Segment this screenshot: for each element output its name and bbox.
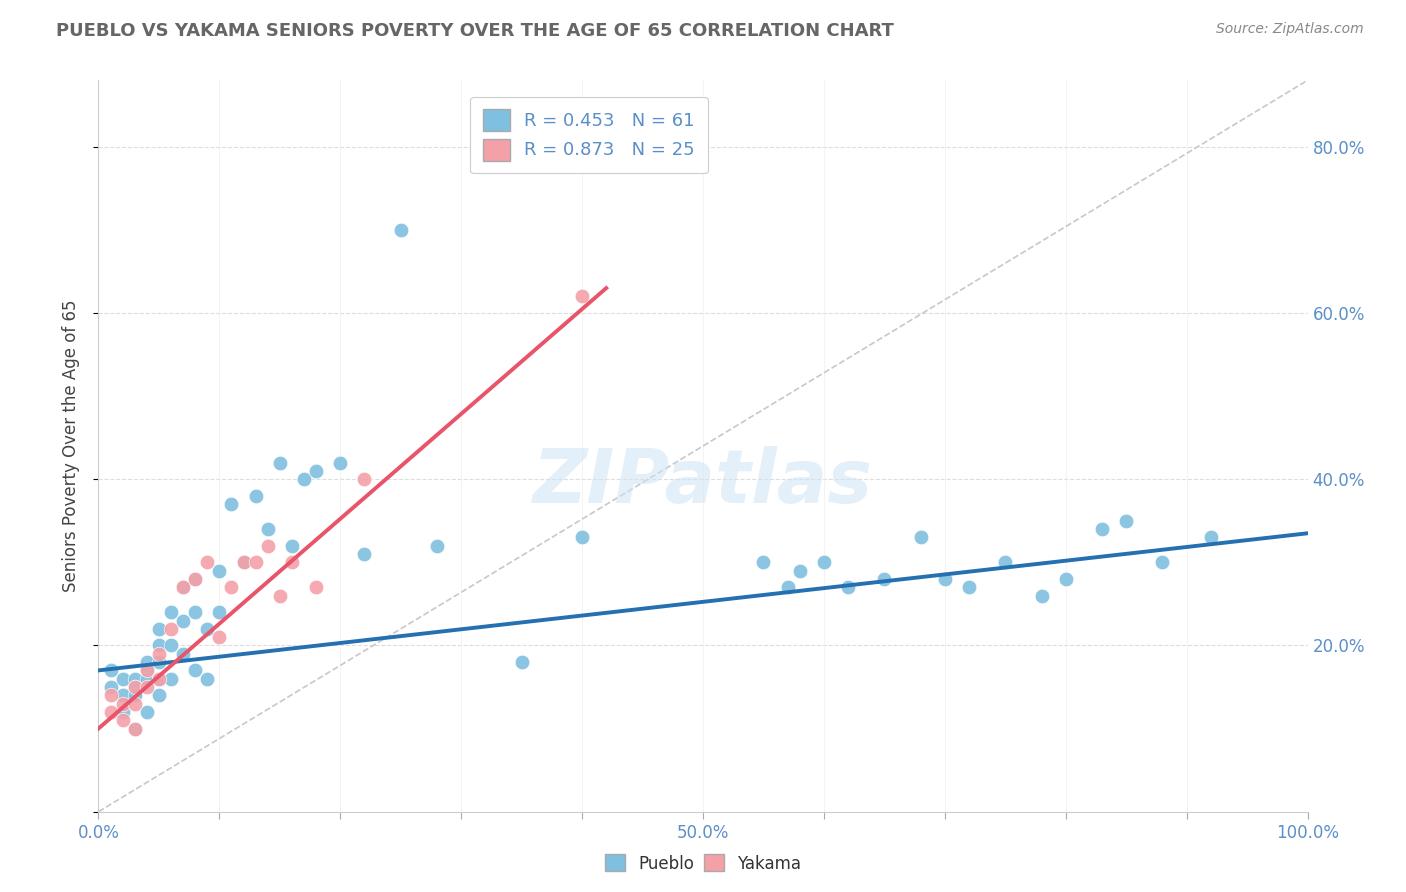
Point: [221, 580, 243, 594]
Point: [160, 622, 183, 636]
Point: [124, 680, 146, 694]
Point: [124, 722, 146, 736]
Point: [100, 705, 122, 719]
Point: [281, 555, 304, 569]
Point: [100, 680, 122, 694]
Legend: R = 0.453   N = 61, R = 0.873   N = 25: R = 0.453 N = 61, R = 0.873 N = 25: [470, 96, 707, 173]
Point: [195, 672, 218, 686]
Point: [1054, 572, 1077, 586]
Point: [292, 472, 315, 486]
Point: [124, 697, 146, 711]
Point: [934, 572, 956, 586]
Point: [426, 539, 449, 553]
Point: [1152, 555, 1174, 569]
Point: [510, 655, 533, 669]
Point: [148, 672, 170, 686]
Point: [135, 672, 157, 686]
Point: [1199, 530, 1222, 544]
Point: [305, 580, 328, 594]
Y-axis label: Seniors Poverty Over the Age of 65: Seniors Poverty Over the Age of 65: [62, 300, 80, 592]
Point: [353, 472, 375, 486]
Point: [221, 497, 243, 511]
Point: [148, 672, 170, 686]
Point: [135, 680, 157, 694]
Point: [111, 697, 134, 711]
Point: [135, 664, 157, 678]
Point: [329, 456, 352, 470]
Point: [256, 539, 278, 553]
Point: [100, 689, 122, 703]
Point: [124, 722, 146, 736]
Point: [111, 672, 134, 686]
Point: [135, 655, 157, 669]
Point: [172, 580, 194, 594]
Point: [195, 555, 218, 569]
Point: [208, 605, 231, 619]
Text: Source: ZipAtlas.com: Source: ZipAtlas.com: [1216, 22, 1364, 37]
Point: [245, 489, 267, 503]
Point: [184, 572, 207, 586]
Point: [208, 630, 231, 644]
Point: [305, 464, 328, 478]
Point: [184, 664, 207, 678]
Point: [813, 555, 835, 569]
Point: [135, 705, 157, 719]
Point: [957, 580, 980, 594]
Point: [245, 555, 267, 569]
Point: [232, 555, 254, 569]
Point: [789, 564, 811, 578]
Point: [160, 605, 183, 619]
Point: [124, 689, 146, 703]
Point: [172, 647, 194, 661]
Point: [1031, 589, 1053, 603]
Legend: Pueblo, Yakama: Pueblo, Yakama: [598, 847, 808, 880]
Point: [389, 223, 412, 237]
Point: [994, 555, 1017, 569]
Point: [195, 622, 218, 636]
Point: [269, 456, 291, 470]
Point: [1115, 514, 1137, 528]
Point: [148, 689, 170, 703]
Point: [571, 289, 593, 303]
Point: [111, 705, 134, 719]
Point: [148, 655, 170, 669]
Point: [281, 539, 304, 553]
Point: [571, 530, 593, 544]
Point: [353, 547, 375, 561]
Point: [124, 680, 146, 694]
Point: [135, 664, 157, 678]
Point: [148, 622, 170, 636]
Point: [837, 580, 859, 594]
Point: [124, 672, 146, 686]
Point: [172, 614, 194, 628]
Point: [111, 689, 134, 703]
Point: [172, 580, 194, 594]
Point: [873, 572, 896, 586]
Point: [776, 580, 799, 594]
Point: [100, 664, 122, 678]
Point: [111, 714, 134, 728]
Point: [1091, 522, 1114, 536]
Point: [184, 605, 207, 619]
Point: [148, 647, 170, 661]
Text: ZIPatlas: ZIPatlas: [533, 446, 873, 519]
Point: [256, 522, 278, 536]
Point: [184, 572, 207, 586]
Point: [208, 564, 231, 578]
Point: [910, 530, 932, 544]
Point: [148, 639, 170, 653]
Point: [269, 589, 291, 603]
Point: [752, 555, 775, 569]
Point: [232, 555, 254, 569]
Point: [160, 672, 183, 686]
Point: [160, 639, 183, 653]
Text: PUEBLO VS YAKAMA SENIORS POVERTY OVER THE AGE OF 65 CORRELATION CHART: PUEBLO VS YAKAMA SENIORS POVERTY OVER TH…: [56, 22, 894, 40]
